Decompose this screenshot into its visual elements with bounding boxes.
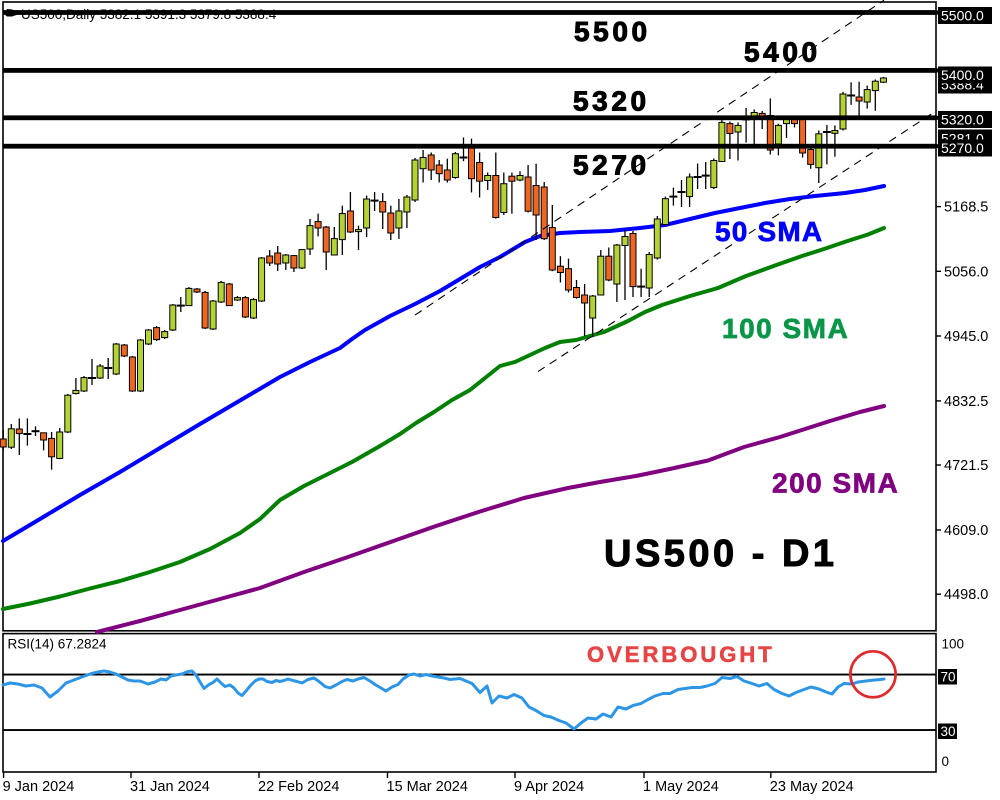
- svg-text:5270: 5270: [573, 150, 650, 181]
- svg-text:5320: 5320: [573, 86, 650, 117]
- svg-text:100 SMA: 100 SMA: [722, 313, 849, 344]
- svg-text:200 SMA: 200 SMA: [772, 468, 899, 499]
- svg-text:4609.0: 4609.0: [944, 523, 988, 539]
- svg-text:31 Jan 2024: 31 Jan 2024: [130, 779, 210, 795]
- svg-text:70: 70: [941, 669, 956, 684]
- svg-text:9 Apr 2024: 9 Apr 2024: [514, 779, 584, 795]
- svg-text:4498.0: 4498.0: [944, 587, 988, 603]
- svg-text:100: 100: [942, 637, 965, 652]
- svg-text:4945.0: 4945.0: [944, 329, 988, 345]
- svg-text:1 May 2024: 1 May 2024: [643, 779, 719, 795]
- svg-text:5500: 5500: [574, 16, 651, 47]
- svg-text:US500,Daily 5382.1 5391.3 537: US500,Daily 5382.1 5391.3 5379.8 5388.4: [21, 7, 277, 22]
- svg-text:23 May 2024: 23 May 2024: [770, 779, 854, 795]
- svg-text:50 SMA: 50 SMA: [715, 216, 823, 247]
- svg-text:5400.0: 5400.0: [941, 67, 984, 83]
- svg-text:5056.0: 5056.0: [944, 264, 988, 280]
- svg-text:9 Jan 2024: 9 Jan 2024: [3, 779, 75, 795]
- svg-text:5270.0: 5270.0: [941, 140, 984, 156]
- svg-text:5400: 5400: [744, 37, 821, 68]
- svg-text:OVERBOUGHT: OVERBOUGHT: [587, 642, 775, 667]
- svg-text:RSI(14) 67.2824: RSI(14) 67.2824: [8, 637, 108, 652]
- svg-text:US500 - D1: US500 - D1: [604, 533, 838, 575]
- svg-text:0: 0: [942, 754, 950, 769]
- svg-text:22 Feb 2024: 22 Feb 2024: [258, 779, 339, 795]
- svg-text:5320.0: 5320.0: [941, 112, 984, 128]
- svg-text:4721.5: 4721.5: [944, 458, 988, 474]
- svg-text:5168.5: 5168.5: [944, 200, 988, 216]
- svg-text:30: 30: [941, 724, 956, 739]
- svg-text:15 Mar 2024: 15 Mar 2024: [387, 779, 468, 795]
- svg-text:4832.5: 4832.5: [944, 394, 988, 410]
- svg-text:5500.0: 5500.0: [941, 8, 984, 24]
